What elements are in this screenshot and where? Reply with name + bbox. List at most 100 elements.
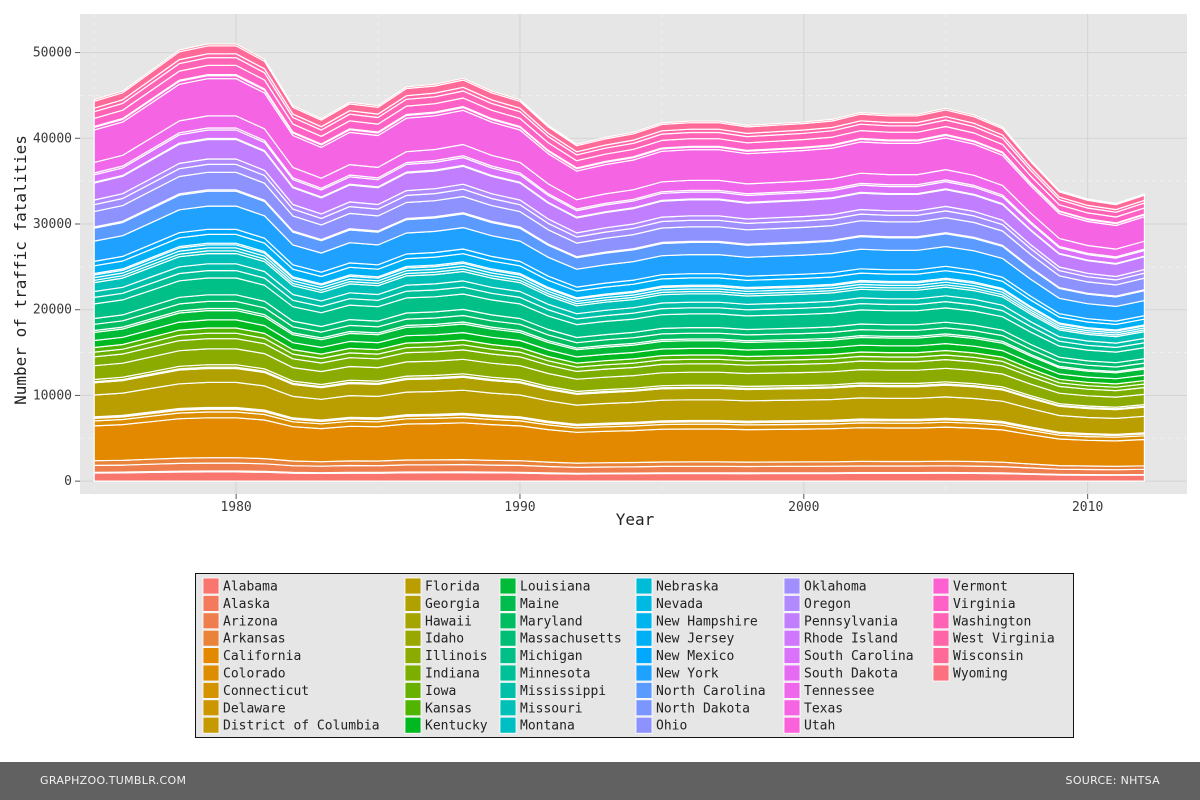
legend-item: Alaska <box>202 595 270 612</box>
legend-swatch <box>635 682 653 699</box>
legend-item: Arkansas <box>202 629 286 647</box>
legend-swatch <box>202 629 220 647</box>
legend-item: Delaware <box>202 699 286 717</box>
legend-label: Massachusetts <box>520 632 622 647</box>
legend-item: Kansas <box>404 699 472 717</box>
y-tick-label: 30000 <box>33 217 72 232</box>
legend-item: New Jersey <box>635 629 734 647</box>
legend-item: South Carolina <box>783 647 914 664</box>
x-axis-title: Year <box>616 510 655 529</box>
legend-label: Nebraska <box>656 580 719 595</box>
legend-swatch <box>499 716 517 734</box>
legend-swatch <box>202 699 220 717</box>
x-tick-label: 2000 <box>788 500 819 515</box>
legend-item: Rhode Island <box>783 629 898 647</box>
y-tick-label: 10000 <box>33 388 72 403</box>
legend-swatch <box>499 682 517 699</box>
legend-swatch <box>783 577 801 595</box>
legend-item: Oregon <box>783 595 851 612</box>
footer-site-link[interactable]: GRAPHZOO.TUMBLR.COM <box>40 774 187 787</box>
legend-label: Florida <box>425 580 480 595</box>
legend-item: Mississippi <box>499 682 606 699</box>
legend-item: New Mexico <box>635 647 734 664</box>
legend-label: South Carolina <box>804 649 914 664</box>
area-layers <box>93 43 1145 482</box>
legend-swatch <box>499 699 517 717</box>
legend-swatch <box>635 595 653 612</box>
legend-item: Minnesota <box>499 664 590 682</box>
legend-label: Delaware <box>223 701 286 716</box>
legend-item: Wyoming <box>932 664 1008 682</box>
legend-label: Mississippi <box>520 684 606 699</box>
y-axis: 0 10000 20000 30000 40000 50000 <box>33 46 80 489</box>
legend-label: Illinois <box>425 649 488 664</box>
legend-swatch <box>404 682 422 699</box>
legend-swatch <box>499 647 517 664</box>
legend-item: Pennsylvania <box>783 612 898 629</box>
legend-item: Missouri <box>499 699 583 717</box>
legend-item: Wisconsin <box>932 647 1023 664</box>
legend-label: Virginia <box>953 597 1016 612</box>
legend-item: Arizona <box>202 612 278 630</box>
legend-swatch <box>202 612 220 630</box>
legend-label: Rhode Island <box>804 632 898 647</box>
legend-swatch <box>635 699 653 717</box>
legend-label: California <box>223 649 301 664</box>
legend-swatch <box>499 595 517 612</box>
legend-label: West Virginia <box>953 632 1055 647</box>
legend-item: Colorado <box>202 664 286 682</box>
legend-swatch <box>932 629 950 647</box>
legend: Alabama Alaska Arizona Arkansas California Co… <box>202 577 1055 734</box>
legend-item: Illinois <box>404 647 488 664</box>
legend-item: Connecticut <box>202 682 309 699</box>
legend-label: Arizona <box>223 614 278 629</box>
legend-swatch <box>404 699 422 717</box>
legend-swatch <box>932 647 950 664</box>
legend-label: Alaska <box>223 597 270 612</box>
legend-swatch <box>783 595 801 612</box>
legend-item: Idaho <box>404 629 464 647</box>
legend-swatch <box>202 647 220 664</box>
legend-item: New Hampshire <box>635 612 758 629</box>
footer-source: SOURCE: NHTSA <box>1065 774 1160 787</box>
legend-label: Wyoming <box>953 667 1008 682</box>
legend-item: California <box>202 647 301 664</box>
legend-swatch <box>404 612 422 630</box>
legend-swatch <box>932 612 950 630</box>
legend-swatch <box>404 595 422 612</box>
legend-label: Colorado <box>223 667 286 682</box>
legend-item: Indiana <box>404 664 480 682</box>
legend-swatch <box>932 664 950 682</box>
legend-label: Connecticut <box>223 684 309 699</box>
legend-swatch <box>499 629 517 647</box>
legend-item: Montana <box>499 716 575 734</box>
legend-item: Ohio <box>635 716 687 734</box>
legend-label: Montana <box>520 719 575 734</box>
legend-swatch <box>783 629 801 647</box>
legend-swatch <box>404 716 422 734</box>
legend-swatch <box>202 682 220 699</box>
legend-swatch <box>404 629 422 647</box>
legend-item: Florida <box>404 577 480 595</box>
legend-item: Maryland <box>499 612 583 630</box>
legend-item: North Dakota <box>635 699 750 717</box>
area-wyoming <box>93 43 1145 206</box>
legend-swatch <box>932 595 950 612</box>
legend-label: Oregon <box>804 597 851 612</box>
legend-item: New York <box>635 664 719 682</box>
legend-item: Georgia <box>404 595 480 612</box>
legend-item: Alabama <box>202 577 278 595</box>
y-tick-label: 50000 <box>33 46 72 61</box>
legend-item: Vermont <box>932 577 1008 595</box>
legend-item: North Carolina <box>635 682 766 699</box>
legend-label: Minnesota <box>520 667 590 682</box>
legend-label: Louisiana <box>520 580 590 595</box>
legend-item: Tennessee <box>783 682 875 699</box>
legend-swatch <box>499 612 517 630</box>
legend-label: Oklahoma <box>804 580 867 595</box>
legend-item: Hawaii <box>404 612 472 630</box>
legend-swatch <box>783 682 801 699</box>
legend-label: Pennsylvania <box>804 614 898 629</box>
legend-swatch <box>635 629 653 647</box>
x-tick-label: 1990 <box>504 500 535 515</box>
